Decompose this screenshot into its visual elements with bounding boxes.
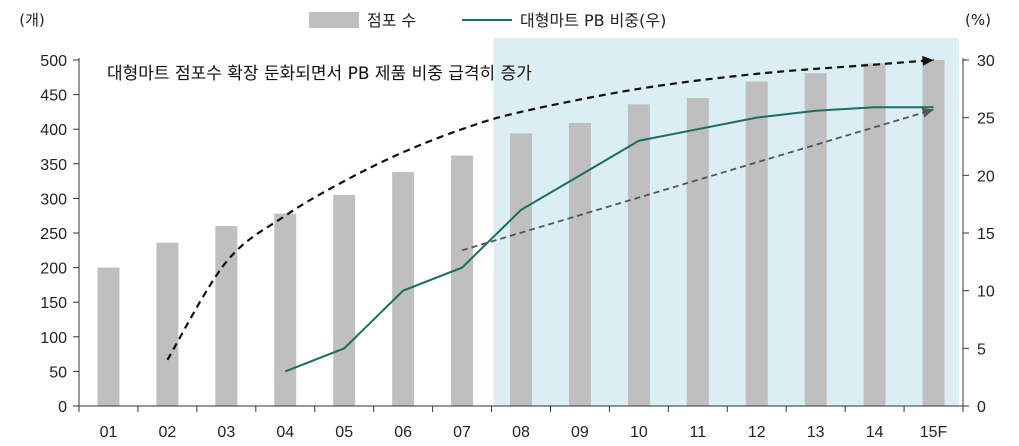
trend-arrowhead-1 xyxy=(922,55,934,66)
bar-12 xyxy=(745,81,768,407)
bar-14 xyxy=(863,63,886,407)
bar-03 xyxy=(215,226,238,406)
bar-series xyxy=(97,60,945,407)
x-tick-label: 15F xyxy=(920,424,948,441)
chart-annotation: 대형마트 점포수 확장 둔화되면서 PB 제품 비중 급격히 증가 xyxy=(107,64,532,84)
x-tick-label: 06 xyxy=(394,424,412,441)
left-tick-label: 50 xyxy=(49,364,67,381)
legend-bar-swatch xyxy=(309,12,359,28)
trend-arrow-1 xyxy=(166,58,934,361)
left-tick-label: 300 xyxy=(40,191,67,208)
trend-arrow-2 xyxy=(461,108,934,252)
x-tick-label: 08 xyxy=(512,424,530,441)
right-tick-label: 0 xyxy=(977,399,986,416)
bar-01 xyxy=(97,267,120,406)
x-tick-label: 12 xyxy=(748,424,766,441)
left-tick-label: 400 xyxy=(40,122,67,139)
right-tick-label: 15 xyxy=(977,226,995,243)
right-tick-label: 10 xyxy=(977,284,995,301)
trend-arrowhead-2 xyxy=(921,107,934,118)
left-tick-label: 0 xyxy=(58,399,67,416)
right-tick-label: 20 xyxy=(977,168,995,185)
bar-11 xyxy=(686,98,709,406)
x-tick-label: 09 xyxy=(571,424,589,441)
left-tick-label: 350 xyxy=(40,157,67,174)
left-axis-ticks: 0 50 100 150 200 250 300 350 400 450 500 xyxy=(40,53,79,416)
left-tick-label: 150 xyxy=(40,295,67,312)
bar-02 xyxy=(156,242,179,406)
x-tick-label: 04 xyxy=(276,424,294,441)
legend-line-label: 대형마트 PB 비중(우) xyxy=(520,11,666,30)
bar-06 xyxy=(392,172,415,406)
bar-13 xyxy=(804,73,827,406)
bar-08 xyxy=(510,133,532,407)
left-tick-label: 450 xyxy=(40,88,67,105)
x-tick-label: 07 xyxy=(453,424,471,441)
right-tick-label: 25 xyxy=(977,111,995,128)
bar-04 xyxy=(274,213,297,406)
bar-15F xyxy=(922,60,945,406)
right-axis-unit: (%) xyxy=(965,11,991,29)
x-tick-label: 14 xyxy=(866,424,884,441)
highlight-region xyxy=(493,38,959,406)
bar-09 xyxy=(568,122,591,407)
x-axis-ticks: 01 02 03 04 05 06 07 08 09 10 11 12 13 14 15F xyxy=(100,424,948,441)
left-tick-label: 500 xyxy=(40,53,67,70)
x-tick-label: 03 xyxy=(217,424,235,441)
x-tick-label: 05 xyxy=(335,424,353,441)
x-tick-label: 01 xyxy=(100,424,118,441)
x-tick-label: 13 xyxy=(807,424,825,441)
left-tick-label: 200 xyxy=(40,261,67,278)
right-tick-label: 5 xyxy=(977,341,986,358)
bar-10 xyxy=(627,104,650,407)
bar-07 xyxy=(451,155,474,406)
right-tick-label: 30 xyxy=(977,53,995,70)
bar-05 xyxy=(333,194,356,406)
x-tick-label: 11 xyxy=(689,424,706,441)
pb-share-line xyxy=(284,106,934,373)
left-tick-label: 100 xyxy=(40,330,67,347)
trend-arrows xyxy=(166,55,934,361)
x-tick-label: 10 xyxy=(630,424,648,441)
legend: 점포 수 대형마트 PB 비중(우) xyxy=(309,11,666,30)
x-tick-label: 02 xyxy=(159,424,177,441)
left-tick-label: 250 xyxy=(40,226,67,243)
left-axis-unit: (개) xyxy=(19,11,45,29)
legend-bar-label: 점포 수 xyxy=(367,11,416,30)
right-axis-ticks: 0 5 10 15 20 25 30 xyxy=(963,53,995,416)
